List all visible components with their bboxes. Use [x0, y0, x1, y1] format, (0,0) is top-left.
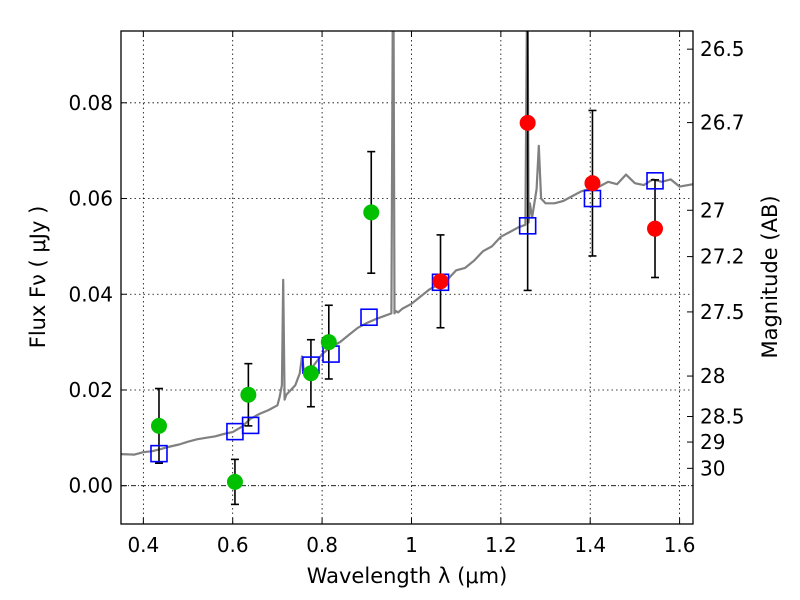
y2-axis-title: Magnitude (AB)	[758, 195, 782, 358]
data-point	[432, 273, 449, 290]
data-point	[150, 417, 167, 434]
y2-tick-label: 30	[700, 456, 725, 480]
x-tick-label: 1.2	[485, 533, 517, 557]
y-axis-title: Flux Fν ( μJy )	[26, 206, 50, 349]
x-tick-label: 1	[405, 533, 418, 557]
model-photometry-square	[241, 416, 260, 435]
plot-background	[121, 31, 693, 524]
data-point	[320, 334, 337, 351]
grid-lines	[121, 31, 693, 524]
y-tick-label: 0.08	[68, 91, 113, 115]
axes: 0.4 0.6 0.8 1 1.2 1.4 1.6 0.00 0.02 0.04 0.06 0.08 2…	[68, 31, 745, 557]
y2-tick-label: 29	[700, 430, 725, 454]
model-photometry-square	[150, 444, 168, 463]
y2-tick-label: 28	[700, 364, 725, 388]
y2-tick-label: 26.5	[700, 37, 745, 61]
y-tick-label: 0.02	[68, 378, 113, 402]
data-point	[647, 220, 664, 237]
y2-tick-label: 26.7	[700, 111, 745, 135]
model-photometry-square	[518, 217, 537, 235]
y2-tick-label: 27.2	[700, 245, 745, 269]
y-tick-label: 0.00	[68, 474, 113, 498]
plot-frame	[120, 30, 694, 525]
y-tick-label: 0.04	[68, 282, 113, 306]
y-tick-label: 0.06	[68, 187, 113, 211]
x-tick-label: 0.6	[217, 533, 249, 557]
x-tick-label: 1.6	[664, 533, 696, 557]
data-point	[519, 114, 536, 131]
data-point	[240, 386, 257, 403]
y2-tick-label: 27	[700, 198, 725, 222]
y2-tick-label: 27.5	[700, 300, 745, 324]
data-point	[584, 175, 601, 192]
data-point	[226, 473, 243, 490]
data-point	[302, 365, 319, 382]
y2-tick-label: 28.5	[700, 405, 745, 429]
x-tick-label: 0.8	[306, 533, 338, 557]
model-photometry-square	[646, 172, 664, 190]
x-tick-label: 0.4	[127, 533, 159, 557]
plot-area	[121, 31, 693, 506]
model-photometry-square	[360, 308, 378, 327]
data-point	[363, 204, 380, 221]
x-tick-label: 1.4	[574, 533, 606, 557]
x-axis-title: Wavelength λ (μm)	[307, 564, 508, 588]
